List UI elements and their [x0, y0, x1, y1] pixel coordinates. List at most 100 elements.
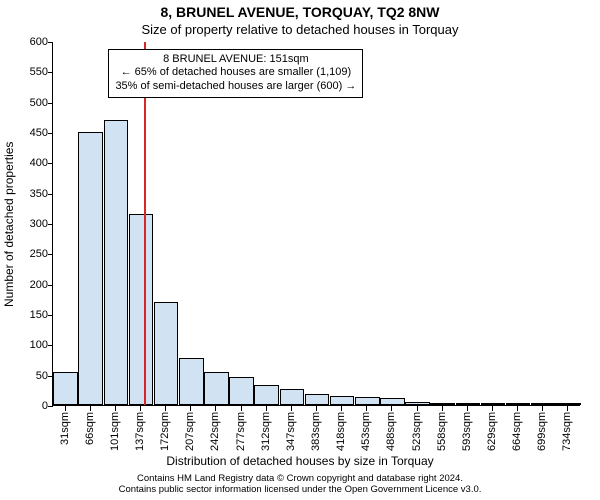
- y-tick-mark: [48, 133, 53, 134]
- y-tick-label: 100: [8, 339, 48, 351]
- x-tick-mark: [165, 406, 166, 411]
- x-tick-mark: [266, 406, 267, 411]
- x-tick-label: 347sqm: [285, 412, 297, 454]
- x-tick-mark: [517, 406, 518, 411]
- x-tick-mark: [417, 406, 418, 411]
- annotation-line: 8 BRUNEL AVENUE: 151sqm: [115, 53, 356, 67]
- x-tick-label: 66sqm: [84, 412, 96, 454]
- x-tick-label: 31sqm: [59, 412, 71, 454]
- y-tick-label: 550: [8, 66, 48, 78]
- y-tick-label: 150: [8, 309, 48, 321]
- x-tick-label: 312sqm: [260, 412, 272, 454]
- histogram-bar: [53, 372, 78, 405]
- x-tick-mark: [241, 406, 242, 411]
- x-tick-label: 242sqm: [209, 412, 221, 454]
- annotation-line: ← 65% of detached houses are smaller (1,…: [115, 66, 356, 80]
- y-tick-mark: [48, 376, 53, 377]
- x-tick-label: 172sqm: [159, 412, 171, 454]
- y-tick-mark: [48, 42, 53, 43]
- y-tick-label: 500: [8, 97, 48, 109]
- y-tick-mark: [48, 285, 53, 286]
- x-tick-label: 137sqm: [134, 412, 146, 454]
- annotation-line: 35% of semi-detached houses are larger (…: [115, 80, 356, 94]
- x-tick-label: 207sqm: [184, 412, 196, 454]
- plot-area: 8 BRUNEL AVENUE: 151sqm← 65% of detached…: [52, 42, 580, 406]
- y-tick-label: 300: [8, 218, 48, 230]
- y-tick-mark: [48, 345, 53, 346]
- y-tick-mark: [48, 254, 53, 255]
- histogram-bar: [531, 403, 556, 405]
- x-tick-label: 664sqm: [511, 412, 523, 454]
- y-tick-label: 450: [8, 127, 48, 139]
- y-tick-label: 0: [8, 400, 48, 412]
- x-tick-label: 699sqm: [536, 412, 548, 454]
- histogram-bar: [229, 377, 254, 405]
- x-tick-mark: [190, 406, 191, 411]
- x-tick-label: 383sqm: [310, 412, 322, 454]
- x-tick-mark: [467, 406, 468, 411]
- y-tick-mark: [48, 315, 53, 316]
- x-tick-label: 523sqm: [411, 412, 423, 454]
- x-tick-mark: [567, 406, 568, 411]
- histogram-bar: [405, 402, 430, 405]
- x-tick-label: 558sqm: [436, 412, 448, 454]
- x-tick-mark: [140, 406, 141, 411]
- x-tick-mark: [215, 406, 216, 411]
- x-tick-label: 453sqm: [360, 412, 372, 454]
- histogram-bar: [305, 394, 330, 405]
- x-tick-mark: [115, 406, 116, 411]
- y-tick-mark: [48, 406, 53, 407]
- histogram-bar: [355, 397, 380, 405]
- y-tick-mark: [48, 72, 53, 73]
- footnote: Contains HM Land Registry data © Crown c…: [0, 474, 600, 496]
- x-tick-label: 734sqm: [561, 412, 573, 454]
- x-tick-label: 277sqm: [235, 412, 247, 454]
- y-tick-mark: [48, 103, 53, 104]
- x-tick-mark: [65, 406, 66, 411]
- y-tick-mark: [48, 163, 53, 164]
- annotation-box: 8 BRUNEL AVENUE: 151sqm← 65% of detached…: [108, 49, 363, 98]
- histogram-bar: [380, 398, 405, 405]
- histogram-bar: [556, 403, 581, 405]
- x-tick-label: 418sqm: [335, 412, 347, 454]
- x-tick-label: 593sqm: [461, 412, 473, 454]
- x-tick-label: 101sqm: [109, 412, 121, 454]
- x-axis-label: Distribution of detached houses by size …: [0, 454, 600, 468]
- x-tick-mark: [90, 406, 91, 411]
- histogram-bar: [280, 389, 305, 405]
- histogram-bar: [179, 358, 204, 405]
- y-tick-mark: [48, 194, 53, 195]
- histogram-bar: [104, 120, 129, 405]
- x-tick-mark: [291, 406, 292, 411]
- histogram-bar: [78, 132, 103, 405]
- x-tick-mark: [542, 406, 543, 411]
- footnote-line1: Contains HM Land Registry data © Crown c…: [137, 473, 463, 484]
- x-tick-label: 488sqm: [385, 412, 397, 454]
- x-tick-mark: [492, 406, 493, 411]
- y-tick-label: 400: [8, 157, 48, 169]
- histogram-bar: [481, 403, 506, 405]
- histogram-bar: [456, 403, 481, 405]
- histogram-bar: [506, 403, 531, 405]
- y-tick-label: 250: [8, 248, 48, 260]
- histogram-bar: [254, 385, 279, 405]
- histogram-bar: [330, 396, 355, 405]
- chart-subtitle: Size of property relative to detached ho…: [0, 22, 600, 37]
- footnote-line2: Contains public sector information licen…: [119, 484, 482, 495]
- histogram-bar: [204, 372, 229, 405]
- x-tick-mark: [442, 406, 443, 411]
- y-tick-label: 350: [8, 188, 48, 200]
- histogram-bar: [430, 403, 455, 405]
- histogram-bar: [154, 302, 179, 405]
- x-tick-mark: [366, 406, 367, 411]
- histogram-bar: [129, 214, 154, 405]
- y-tick-label: 50: [8, 370, 48, 382]
- x-tick-mark: [316, 406, 317, 411]
- x-tick-mark: [391, 406, 392, 411]
- x-tick-label: 629sqm: [486, 412, 498, 454]
- chart-title-address: 8, BRUNEL AVENUE, TORQUAY, TQ2 8NW: [0, 4, 600, 20]
- x-tick-mark: [341, 406, 342, 411]
- y-tick-mark: [48, 224, 53, 225]
- y-tick-label: 600: [8, 36, 48, 48]
- y-tick-label: 200: [8, 279, 48, 291]
